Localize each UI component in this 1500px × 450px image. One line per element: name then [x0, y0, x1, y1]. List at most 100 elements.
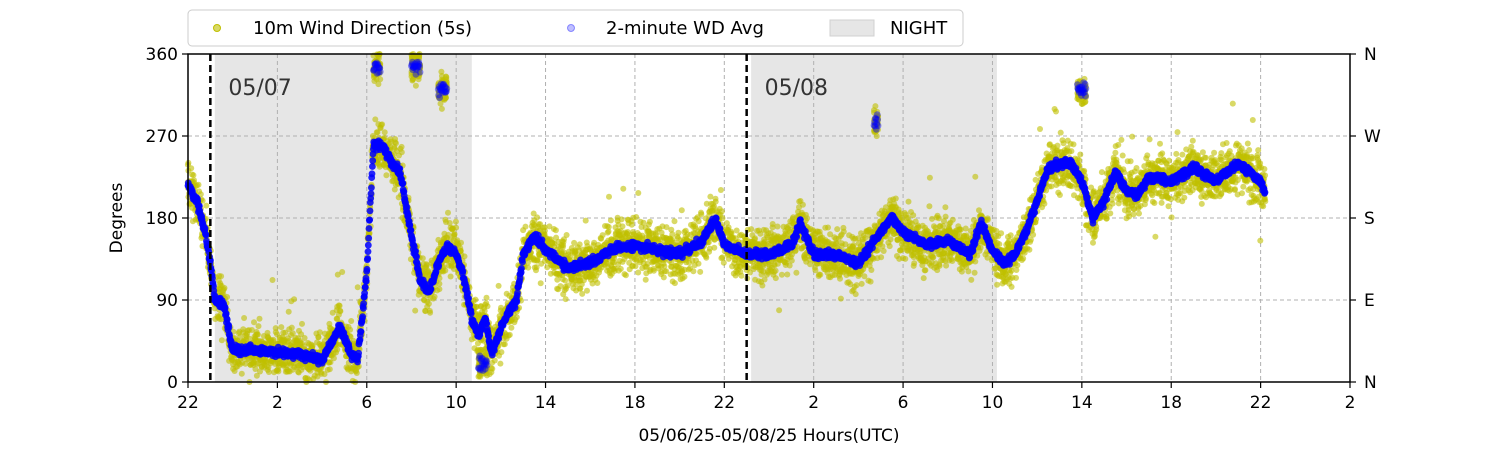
- point-5s-2615: [671, 218, 678, 225]
- point-5s-877: [348, 318, 355, 324]
- point-5s-1007: [372, 116, 379, 123]
- point-5s-371: [253, 372, 260, 379]
- point-5s-1813: [522, 223, 529, 230]
- point-5s-1351: [436, 286, 443, 293]
- point-5s-1350: [436, 280, 443, 287]
- point-5s-614: [299, 320, 305, 327]
- point-5s-3775: [887, 236, 894, 243]
- point-5s-4457: [1014, 262, 1021, 269]
- point-5s-4249: [976, 207, 982, 214]
- point-5s-178: [218, 273, 225, 280]
- point-5s-1547: [472, 296, 479, 303]
- point-5s-3487: [834, 226, 841, 233]
- point-5s-3439: [825, 224, 831, 231]
- point-5s-560: [288, 324, 295, 331]
- point-5s-4036: [936, 262, 943, 269]
- point-5s-57: [195, 181, 202, 188]
- point-5s-4108: [949, 216, 956, 223]
- point-5s-3158: [772, 267, 779, 274]
- point-5s-4357: [996, 241, 1003, 248]
- point-5s-3524: [840, 228, 847, 235]
- point-5s-608: [298, 331, 305, 338]
- point-5s-1324: [431, 293, 438, 300]
- point-5s-4955: [1107, 210, 1114, 217]
- point-5s-379: [255, 323, 262, 330]
- point-5s-3166: [774, 223, 781, 230]
- point-5s-1604: [483, 294, 490, 301]
- point-5s-1635: [489, 365, 496, 372]
- point-5s-1385: [442, 267, 449, 274]
- point-5s-2556: [660, 274, 667, 281]
- point-5s-4446: [1013, 274, 1019, 281]
- point-5s-4191: [965, 268, 972, 275]
- point-5s-1017: [374, 129, 381, 136]
- point-5s-2868: [718, 208, 725, 215]
- point-5s-4745: [1068, 148, 1075, 155]
- point-5s-1648: [491, 357, 498, 364]
- point-5s-803: [334, 346, 341, 353]
- point-5s-1300: [426, 307, 433, 314]
- point-5s-4002: [930, 254, 937, 261]
- point-5s-211: [224, 294, 231, 300]
- point-5s-1057: [381, 129, 388, 136]
- point-5s-1685: [498, 349, 505, 356]
- point-5s-486: [275, 368, 282, 375]
- point-5s-1918: [541, 227, 548, 234]
- point-5s-3502: [837, 275, 843, 282]
- point-5s-3176: [776, 307, 783, 314]
- point-5s-3593: [853, 282, 860, 289]
- point-5s-4785: [1076, 157, 1083, 164]
- point-5s-1608: [484, 303, 491, 310]
- point-5s-1876: [534, 214, 541, 221]
- point-5s-3854: [902, 255, 909, 262]
- point-5s-1433: [451, 231, 458, 238]
- point-5s-3981: [926, 203, 933, 210]
- point-5s-1352: [436, 275, 443, 282]
- point-5s-4069: [942, 213, 949, 220]
- point-5s-2200: [594, 280, 601, 286]
- point-5s-3398: [817, 271, 824, 278]
- point-5s-1469: [458, 239, 464, 246]
- point-5s-2481: [646, 218, 653, 225]
- point-5s-2338: [620, 185, 627, 192]
- point-5s-1277: [422, 308, 429, 315]
- point-5s-3325: [804, 215, 811, 222]
- point-5s-2272: [607, 217, 614, 224]
- point-5s-3769: [886, 243, 893, 250]
- point-5s-3620: [858, 280, 865, 287]
- point-5s-3951: [920, 275, 927, 282]
- point-5s-4518: [1026, 246, 1033, 253]
- point-5s-1979: [552, 227, 559, 234]
- point-5s-2326: [617, 265, 624, 272]
- point-5s-99: [203, 202, 210, 209]
- point-5s-4540: [1030, 231, 1037, 238]
- point-5s-2751: [697, 268, 704, 275]
- point-5s-872: [347, 326, 354, 333]
- point-5s-3157: [772, 275, 779, 282]
- point-5s-1827: [525, 264, 532, 271]
- point-5s-2654: [678, 207, 685, 214]
- point-5s-805: [334, 271, 341, 278]
- point-5s-3507: [837, 295, 844, 302]
- point-5s-709: [316, 329, 323, 336]
- point-5s-732: [321, 371, 328, 378]
- point-5s-501: [278, 324, 285, 331]
- point-5s-283: [237, 333, 244, 340]
- point-5s-704: [315, 334, 322, 341]
- point-5s-1442: [453, 224, 460, 231]
- point-5s-32: [190, 172, 197, 179]
- point-5s-4229: [972, 173, 979, 180]
- point-5s-2742: [695, 260, 702, 267]
- point-5s-4685: [1056, 192, 1063, 198]
- point-5s-765: [327, 359, 334, 366]
- point-5s-4068: [942, 204, 949, 211]
- point-5s-4206: [968, 276, 975, 283]
- point-5s-2261: [605, 224, 612, 230]
- point-5s-3724: [878, 254, 885, 261]
- point-5s-2759: [698, 211, 705, 218]
- point-5s-3191: [778, 271, 785, 278]
- point-5s-2636: [675, 229, 682, 236]
- point-5s-3802: [892, 195, 899, 202]
- point-5s-3305: [799, 201, 806, 208]
- point-5s-628: [301, 335, 308, 341]
